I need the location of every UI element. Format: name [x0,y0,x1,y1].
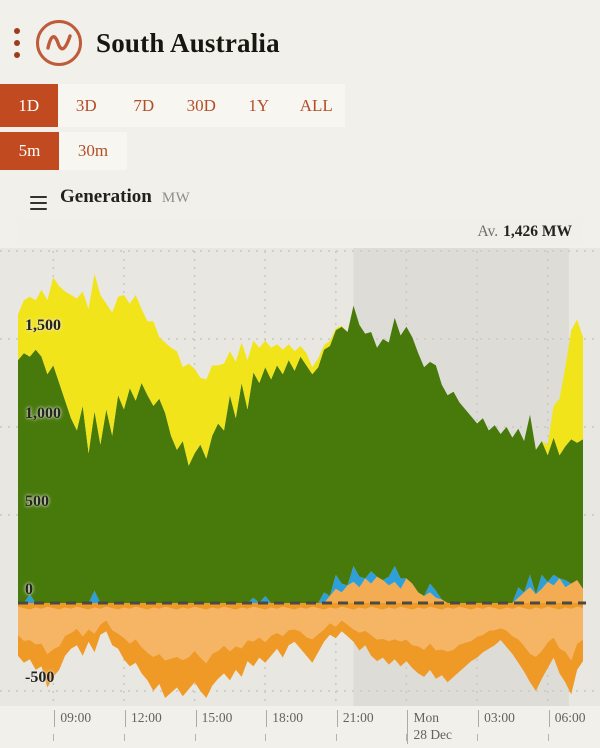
tab-interval-5m[interactable]: 5m [0,132,59,170]
x-axis-minor-tick [547,734,549,741]
x-axis-label-0300: 03:00 [478,710,515,727]
tab-range-30d[interactable]: 30D [186,95,216,115]
x-axis-minor-tick [53,734,55,741]
y-axis-label-1000: 1,000 [25,405,61,422]
y-axis-label--500: -500 [25,669,55,686]
x-axis-minor-tick [123,734,125,741]
tab-interval-30m[interactable]: 30m [77,141,109,160]
average-prefix: Av. [477,222,499,240]
kebab-menu-icon[interactable] [8,24,26,62]
panel-units: MW [161,190,191,206]
area-load-band-deep [18,620,583,698]
area-imports [18,576,583,603]
generation-chart[interactable]: 1,500 1,000 500 0 -500 09:00 12:00 15:00 18:00 21… [0,248,600,748]
page-title: South Australia [96,27,280,58]
area-wind [18,305,583,603]
x-axis-label-1800: 18:00 [266,710,303,727]
average-value: 1,426 MW [503,222,572,240]
area-load-band-main [18,606,583,664]
tab-range-1y[interactable]: 1Y [248,95,270,115]
time-range-tabs: 1D 3D 7D 30D 1Y ALL [0,84,600,127]
average-bar: Av. 1,426 MW [18,218,582,245]
area-load-band-upper [18,603,583,610]
tab-range-3d[interactable]: 3D [75,95,97,115]
panel-title: Generation [60,186,152,207]
x-axis-label-2100: 21:00 [336,710,374,727]
x-axis-minor-tick [406,734,408,741]
x-axis-minor-tick [477,734,479,741]
x-axis-minor-tick [194,734,196,741]
tab-range-7d[interactable]: 7D [133,95,155,115]
y-axis-label-0: 0 [25,581,33,598]
x-axis-label-mon: Mon 28 Dec [407,710,452,744]
app-header: South Australia [0,0,600,80]
x-axis-label-1200: 12:00 [124,710,162,727]
opennem-logo-icon[interactable] [34,18,84,68]
generation-panel-header: Generation MW [0,170,600,216]
x-axis-minor-tick [335,734,337,741]
chart-canvas[interactable] [0,248,600,748]
legend-toggle-icon[interactable] [30,196,47,210]
tab-range-1d[interactable]: 1D [0,84,58,127]
x-axis-label-0600: 06:00 [548,710,585,727]
x-axis-label-1500: 15:00 [195,710,232,727]
tab-range-all[interactable]: ALL [299,95,333,115]
interval-tabs: 5m 30m [0,127,600,170]
y-axis-label-1500: 1,500 [25,317,61,334]
x-axis-minor-tick [265,734,267,741]
x-axis-label-0900: 09:00 [54,710,91,727]
y-axis-label-500: 500 [25,493,49,510]
area-solar [18,273,583,466]
